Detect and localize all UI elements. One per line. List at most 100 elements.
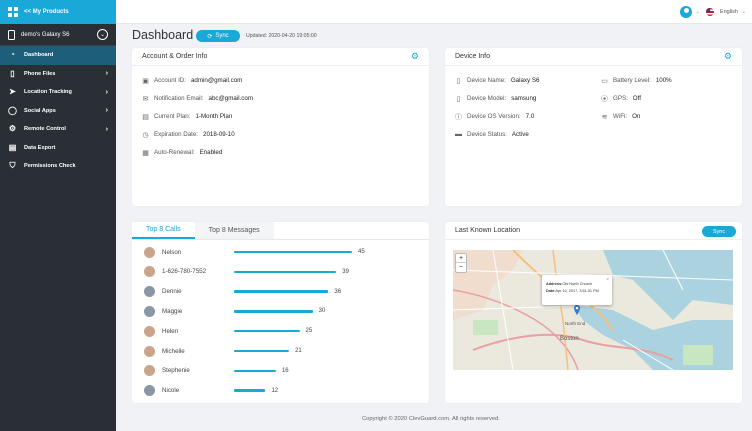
call-count-bar [234, 369, 276, 373]
tab-top-calls[interactable]: Top 8 Calls [132, 222, 195, 239]
info-value: Active [511, 131, 529, 138]
call-count-bar [234, 250, 352, 254]
call-count: 12 [271, 387, 279, 394]
info-label: Account ID: [154, 77, 186, 84]
location-card: Last Known Location Sync North End Bosto… [445, 222, 742, 403]
device-card-title: Device Info [455, 53, 491, 60]
zoom-in-button[interactable]: + [456, 254, 466, 263]
info-value: On [632, 113, 641, 120]
sidebar-item-data-export[interactable]: ▤ Data Export [0, 139, 116, 158]
account-card: Account & Order Info ⚙ ▣ Account ID: admin… [132, 48, 429, 206]
monitor-icon: ▬ [455, 131, 462, 138]
sidebar-item-location-tracking[interactable]: ➤ Location Tracking › [0, 83, 116, 102]
contact-name: Stephenie [162, 367, 190, 375]
call-row[interactable]: Maggie 30 [144, 305, 444, 317]
sidebar-item-phone-files[interactable]: ▯ Phone Files › [0, 65, 116, 84]
gear-icon[interactable]: ⚙ [723, 51, 732, 61]
call-row[interactable]: Stephenie 16 [144, 365, 444, 377]
info-label: Current Plan: [154, 113, 191, 120]
gear-icon[interactable]: ⚙ [410, 51, 419, 61]
call-row[interactable]: Nicole 12 [144, 385, 444, 397]
device-info-row: ▯ Device Model: samsung [455, 95, 537, 103]
device-info-row: ⦿ GPS: Off [601, 95, 641, 103]
sidebar: << My Products demo's Galaxy S6 ⌄ ◔ Dashb… [0, 0, 116, 431]
location-card-title: Last Known Location [455, 227, 520, 234]
device-info-row: ▭ Battery Level: 100% [601, 77, 671, 85]
contact-name: Nicole [162, 387, 180, 395]
call-row[interactable]: Nelson 45 [144, 246, 444, 258]
account-info-row: ◷ Expiration Date: 2018-09-10 [142, 131, 234, 139]
account-info-row: ▦ Auto-Renewal: Enabled [142, 149, 222, 157]
sidebar-item-dashboard[interactable]: ◔ Dashboard [0, 46, 116, 65]
my-products-link[interactable]: << My Products [0, 0, 116, 24]
contact-avatar [144, 305, 155, 317]
my-products-label: << My Products [24, 9, 69, 15]
flag-icon[interactable] [706, 8, 714, 16]
info-label: Device OS Version: [467, 113, 521, 120]
address-value: Old North Church [562, 282, 593, 286]
pin-icon: ⦿ [601, 95, 608, 103]
chevron-down-icon[interactable]: ⌄ [97, 29, 108, 40]
map-label-boston: Boston [560, 336, 579, 342]
sidebar-item-permissions-check[interactable]: ⛉ Permissions Check [0, 157, 116, 176]
info-value: 7.0 [525, 113, 535, 120]
call-count: 30 [318, 308, 326, 315]
call-row[interactable]: 1-626-780-7552 39 [144, 266, 444, 278]
call-count: 25 [305, 328, 313, 335]
date-label: Date: [546, 289, 556, 294]
sync-button[interactable]: ⟳ Sync [196, 30, 240, 42]
map[interactable]: North End Boston + − × Address:Old North… [453, 250, 733, 370]
chevron-right-icon: › [105, 107, 108, 115]
location-sync-button[interactable]: Sync [702, 226, 736, 237]
call-count-bar [234, 389, 266, 392]
call-row[interactable]: Helen 25 [144, 325, 444, 337]
chevron-down-icon[interactable]: ⌄ [741, 9, 746, 15]
chevron-right-icon: › [105, 125, 108, 133]
sidebar-item-label: Dashboard [24, 52, 54, 59]
sidebar-item-label: Data Export [24, 144, 56, 151]
document-icon: ▤ [8, 142, 17, 152]
info-value: Off [632, 95, 641, 102]
chevron-down-icon[interactable]: ⌄ [695, 9, 700, 15]
contact-name: Dennie [162, 288, 182, 296]
device-info-row: ≋ WiFi: On [601, 113, 641, 121]
info-value: abc@gmail.com [208, 95, 253, 102]
info-label: Device Status: [467, 131, 507, 138]
call-count-bar [234, 349, 290, 353]
language-select[interactable]: English [719, 8, 738, 15]
call-count: 21 [295, 348, 302, 354]
call-count: 16 [281, 367, 289, 374]
chevron-right-icon: › [105, 88, 108, 96]
call-count-bar [234, 310, 313, 313]
info-label: Notification Email: [154, 95, 204, 102]
avatar[interactable] [680, 6, 692, 18]
call-row[interactable]: Michelle 21 [144, 345, 444, 357]
refresh-icon: ⟳ [207, 33, 213, 40]
sidebar-item-remote-control[interactable]: ⚙ Remote Control › [0, 120, 116, 139]
info-value: admin@gmail.com [190, 77, 243, 84]
wifi-icon: ≋ [601, 113, 608, 121]
device-selector[interactable]: demo's Galaxy S6 ⌄ [0, 24, 116, 46]
contact-name: Michelle [162, 347, 185, 355]
tab-top-messages[interactable]: Top 8 Messages [194, 222, 274, 239]
call-count: 45 [358, 249, 365, 255]
sidebar-item-social-apps[interactable]: ◯ Social Apps › [0, 102, 116, 121]
device-card: Device Info ⚙ ▯ Device Name: Galaxy S6 ▯ Dev… [445, 48, 742, 206]
contact-name: Maggie [162, 307, 183, 315]
sidebar-item-label: Phone Files [24, 70, 56, 77]
phone-icon: ▯ [10, 68, 15, 78]
date-value: Apr 10, 2017, 3:51:31 PM [555, 289, 599, 294]
sidebar-item-label: Remote Control [24, 126, 66, 133]
contact-name: Nelson [162, 248, 182, 256]
contact-avatar [144, 286, 155, 298]
call-row[interactable]: Dennie 36 [144, 286, 444, 298]
account-card-title: Account & Order Info [142, 53, 208, 60]
close-icon[interactable]: × [606, 277, 609, 283]
grid-icon [8, 7, 18, 17]
sidebar-item-label: Location Tracking [24, 89, 72, 96]
device-info-row: ▯ Device Name: Galaxy S6 [455, 77, 540, 85]
zoom-out-button[interactable]: − [458, 264, 464, 271]
speedometer-icon: ◔ [10, 50, 15, 60]
info-label: Device Name: [467, 77, 506, 84]
contact-name: 1-626-780-7552 [162, 268, 207, 276]
